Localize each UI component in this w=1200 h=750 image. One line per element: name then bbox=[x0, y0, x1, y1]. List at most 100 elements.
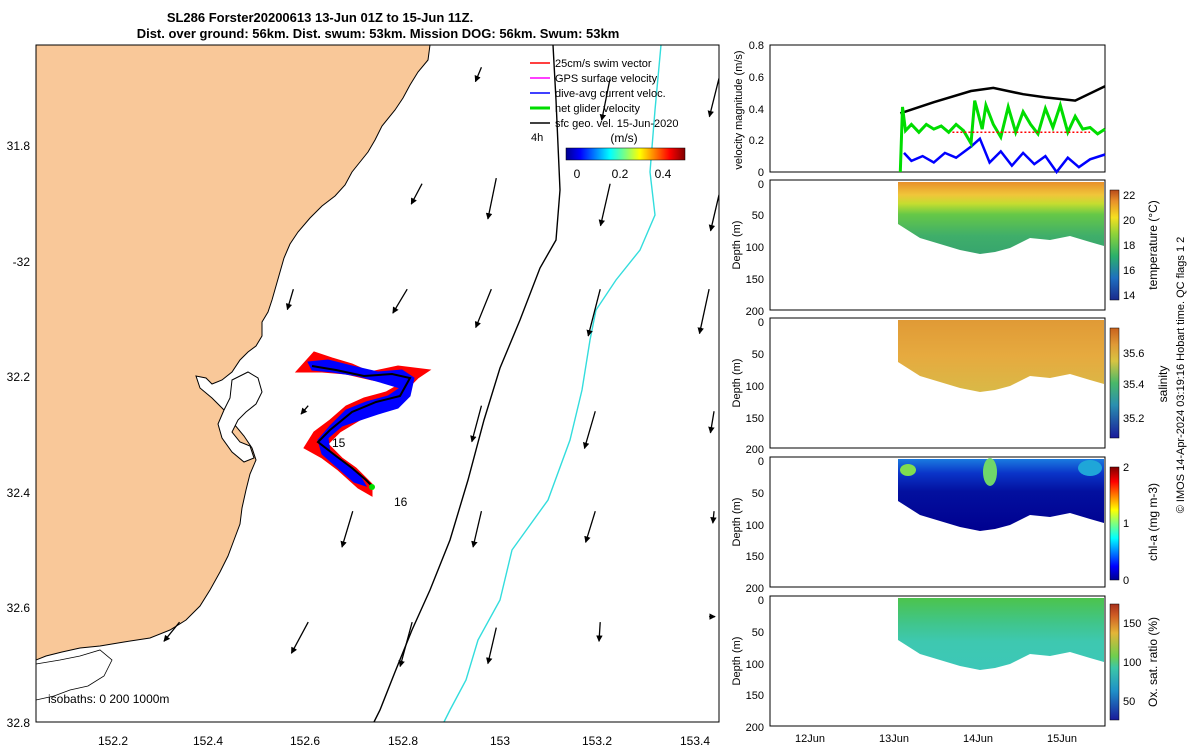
section-depth-axes: 0 50 100 150 200 Depth (m) 0 50 100 150 … bbox=[731, 179, 764, 734]
depth-tick: 150 bbox=[746, 413, 764, 425]
geo-velocity-arrow bbox=[470, 405, 483, 443]
depth-tick: 200 bbox=[746, 306, 764, 318]
vel-y-tick-label: 0.6 bbox=[749, 72, 764, 84]
temperature-ylabel: Depth (m) bbox=[731, 221, 743, 270]
map-colorbar bbox=[565, 147, 686, 161]
geo-velocity-arrows bbox=[163, 66, 719, 668]
geo-velocity-arrow bbox=[708, 194, 719, 232]
salinity-cbar-tick: 35.4 bbox=[1123, 379, 1144, 391]
estuary bbox=[217, 371, 263, 463]
colorbar-note: 4h bbox=[531, 132, 543, 144]
geo-velocity-arrow bbox=[300, 405, 309, 415]
chla-patch bbox=[900, 464, 916, 476]
depth-tick: 50 bbox=[752, 349, 764, 361]
colorbar-tick-label: 0.2 bbox=[612, 167, 629, 181]
chla-colorbar bbox=[1109, 466, 1120, 581]
depth-tick: 50 bbox=[752, 210, 764, 222]
velocity-panel: 0 0.2 0.4 0.6 0.8 velocity magnitude (m/… bbox=[733, 40, 1106, 179]
oxygen-cbar-label: Ox. sat. ratio (%) bbox=[1146, 617, 1160, 707]
isobath-legend: isobaths: 0 200 1000m bbox=[48, 692, 169, 706]
depth-tick: 100 bbox=[746, 381, 764, 393]
track-label-15: 15 bbox=[332, 436, 346, 450]
chla-cbar-label: chl-a (mg m-3) bbox=[1146, 483, 1160, 561]
geo-velocity-arrow bbox=[485, 178, 497, 220]
velocity-frame bbox=[769, 44, 1106, 173]
depth-tick: 50 bbox=[752, 488, 764, 500]
footer-credit: © IMOS 14-Apr-2024 03:19:16 Hobart time.… bbox=[1175, 237, 1187, 514]
temperature-cbar-tick: 20 bbox=[1123, 215, 1135, 227]
temperature-cbar-tick: 18 bbox=[1123, 240, 1135, 252]
depth-tick: 150 bbox=[746, 690, 764, 702]
temperature-cbar-tick: 14 bbox=[1123, 290, 1135, 302]
title-line-1: SL286 Forster20200613 13-Jun 01Z to 15-J… bbox=[167, 10, 473, 25]
temperature-cbar-tick: 22 bbox=[1123, 190, 1135, 202]
geo-velocity-arrow bbox=[586, 289, 601, 337]
geo-velocity-arrow bbox=[697, 289, 710, 335]
chla-cbar-tick: 1 bbox=[1123, 518, 1129, 530]
geo-velocity-arrow bbox=[599, 78, 611, 121]
depth-tick: 150 bbox=[746, 274, 764, 286]
map-legend: 25cm/s swim vector GPS surface velocity … bbox=[530, 58, 686, 181]
geo-velocity-arrow bbox=[582, 411, 596, 450]
temperature-panel: 14 16 18 20 22 temperature (°C) bbox=[769, 179, 1160, 311]
depth-tick: 0 bbox=[758, 456, 764, 468]
geo-velocity-arrow bbox=[708, 411, 715, 434]
oxygen-colorbar bbox=[1109, 603, 1120, 721]
colorbar-tick-label: 0.4 bbox=[655, 167, 672, 181]
chla-cbar-tick: 0 bbox=[1123, 575, 1129, 587]
map-x-tick-label: 152.2 bbox=[98, 734, 128, 748]
depth-tick: 100 bbox=[746, 659, 764, 671]
map-x-tick-label: 152.8 bbox=[388, 734, 418, 748]
depth-tick: 0 bbox=[758, 595, 764, 607]
geo-velocity-arrow bbox=[710, 511, 717, 524]
map-y-tick-label: 32.4 bbox=[7, 486, 31, 500]
oxygen-section bbox=[898, 598, 1104, 670]
depth-tick: 50 bbox=[752, 627, 764, 639]
map-y-axis: 31.8 -32 32.2 32.4 32.6 32.8 bbox=[7, 139, 31, 730]
depth-tick: 200 bbox=[746, 583, 764, 595]
chla-ylabel: Depth (m) bbox=[731, 498, 743, 547]
map-y-tick-label: 32.2 bbox=[7, 370, 31, 384]
map-x-tick-label: 152.6 bbox=[290, 734, 320, 748]
title-line-2: Dist. over ground: 56km. Dist. swum: 53k… bbox=[137, 26, 620, 41]
legend-label-gps: GPS surface velocity bbox=[555, 73, 658, 85]
geo-velocity-arrow bbox=[340, 510, 354, 548]
map-y-tick-label: 31.8 bbox=[7, 139, 31, 153]
salinity-cbar-label: salinity bbox=[1156, 366, 1170, 403]
depth-tick: 100 bbox=[746, 242, 764, 254]
time-tick-label: 15Jun bbox=[1047, 733, 1077, 745]
legend-label-net: net glider velocity bbox=[555, 103, 640, 115]
lake bbox=[36, 649, 113, 701]
map-x-tick-label: 152.4 bbox=[193, 734, 223, 748]
depth-tick: 100 bbox=[746, 520, 764, 532]
dive-avg-current-band bbox=[307, 359, 415, 487]
geo-velocity-arrow bbox=[584, 510, 596, 543]
depth-tick: 200 bbox=[746, 444, 764, 456]
map-frame bbox=[35, 44, 720, 723]
time-axis: 12Jun 13Jun 14Jun 15Jun bbox=[795, 733, 1077, 745]
geo-velocity-arrow bbox=[474, 288, 492, 329]
legend-label-swim: 25cm/s swim vector bbox=[555, 58, 652, 70]
time-tick-label: 14Jun bbox=[963, 733, 993, 745]
legend-label-dive-avg: dive-avg current veloc. bbox=[555, 88, 666, 100]
temperature-cbar-tick: 16 bbox=[1123, 265, 1135, 277]
oxygen-ylabel: Depth (m) bbox=[731, 637, 743, 686]
velocity-series-geo bbox=[899, 85, 1106, 115]
geo-velocity-arrow bbox=[410, 183, 423, 205]
geo-velocity-arrow bbox=[290, 621, 309, 654]
time-tick-label: 13Jun bbox=[879, 733, 909, 745]
isobath-200m bbox=[373, 45, 561, 722]
salinity-cbar-tick: 35.6 bbox=[1123, 348, 1144, 360]
vel-y-tick-label: 0.8 bbox=[749, 40, 764, 52]
geo-velocity-arrow bbox=[163, 621, 181, 642]
velocity-series-group bbox=[898, 85, 1106, 175]
isobath-1000m bbox=[443, 45, 662, 722]
chla-section bbox=[898, 459, 1104, 531]
depth-tick: 0 bbox=[758, 179, 764, 191]
oxygen-cbar-tick: 50 bbox=[1123, 696, 1135, 708]
geo-velocity-arrow bbox=[392, 288, 408, 314]
geo-velocity-arrow bbox=[398, 621, 413, 668]
oxygen-cbar-tick: 100 bbox=[1123, 657, 1141, 669]
salinity-cbar-tick: 35.2 bbox=[1123, 413, 1144, 425]
temperature-cbar-label: temperature (°C) bbox=[1146, 200, 1160, 290]
